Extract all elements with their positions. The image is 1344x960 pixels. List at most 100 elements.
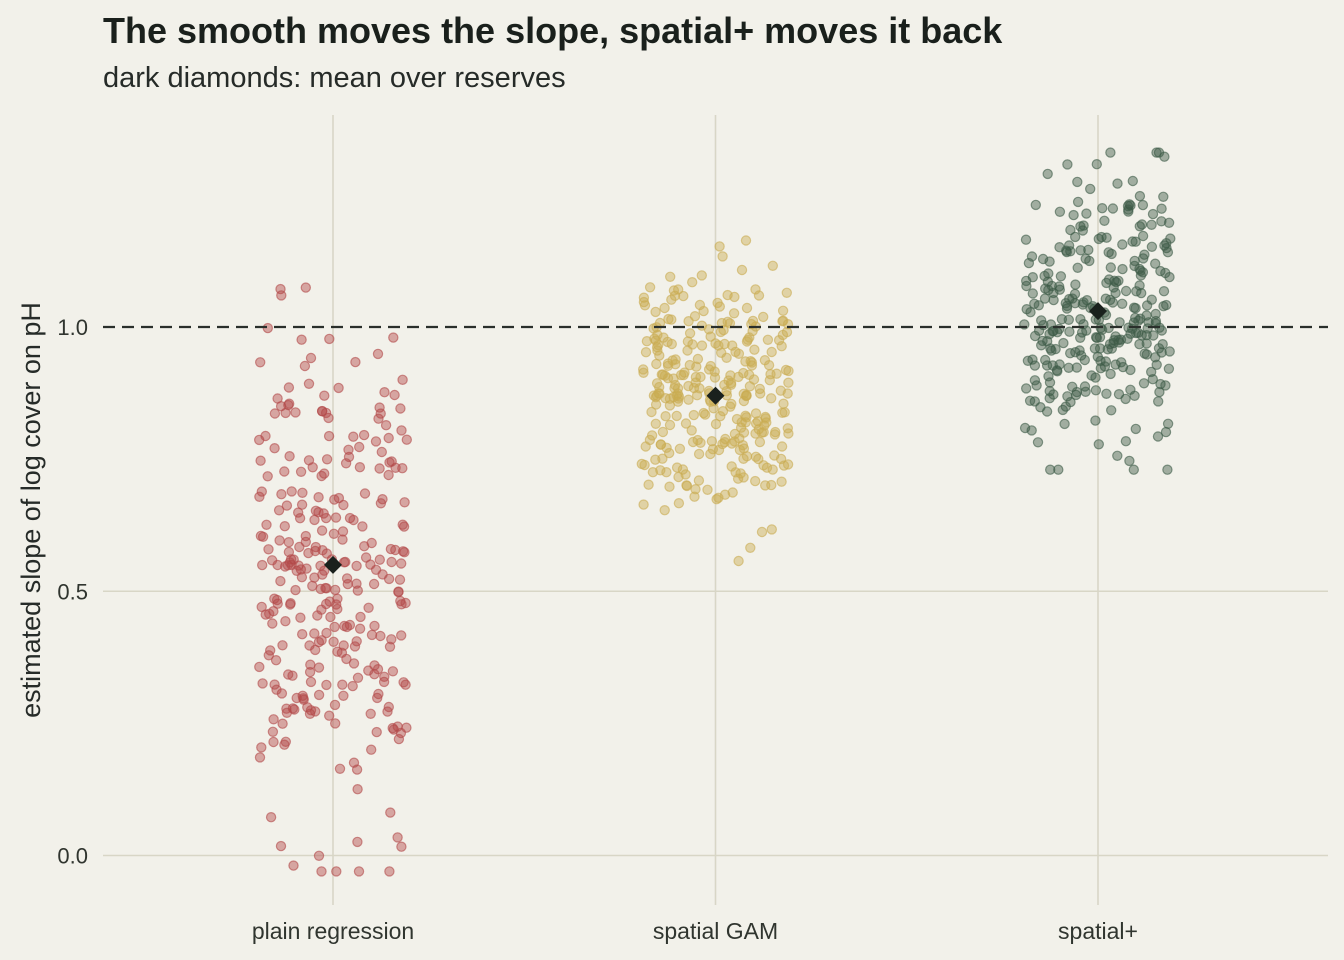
data-point — [710, 338, 721, 349]
data-point — [719, 338, 730, 350]
data-point — [396, 558, 407, 569]
data-point — [267, 618, 278, 629]
data-point — [1163, 363, 1175, 374]
data-point — [687, 277, 698, 288]
data-point — [1161, 237, 1172, 249]
data-point — [1081, 208, 1092, 219]
data-point — [1069, 231, 1081, 243]
data-point — [372, 692, 383, 704]
data-point — [355, 611, 366, 623]
data-point — [300, 530, 311, 542]
data-point — [1063, 362, 1074, 373]
data-point — [1134, 221, 1146, 232]
data-point — [711, 494, 722, 505]
data-point — [254, 752, 266, 763]
data-point — [730, 346, 741, 358]
data-point — [265, 812, 277, 823]
data-point — [299, 360, 311, 372]
data-point — [1058, 337, 1069, 349]
data-point — [1151, 359, 1162, 370]
data-point — [1129, 260, 1140, 272]
data-point — [323, 412, 334, 424]
data-point — [378, 676, 390, 688]
data-point — [714, 241, 725, 252]
data-point — [271, 684, 282, 695]
data-point — [713, 444, 725, 456]
data-point — [398, 677, 409, 688]
data-point — [399, 547, 410, 558]
data-point — [1128, 317, 1140, 328]
data-point — [1136, 330, 1147, 341]
data-point — [330, 584, 341, 596]
data-point — [389, 389, 400, 401]
data-point — [680, 418, 692, 429]
data-point — [324, 710, 335, 721]
data-point — [758, 460, 769, 471]
data-point — [397, 374, 408, 385]
data-point — [781, 326, 793, 338]
data-point — [664, 447, 675, 459]
data-point — [1095, 355, 1106, 367]
data-point — [1064, 348, 1076, 359]
data-point — [396, 841, 407, 852]
data-point — [726, 461, 737, 472]
data-point — [338, 499, 349, 511]
data-point — [338, 640, 349, 651]
data-point — [386, 556, 397, 568]
data-point — [650, 306, 661, 318]
data-point — [750, 284, 761, 295]
data-point — [330, 512, 342, 523]
data-point — [689, 311, 701, 322]
data-point — [363, 602, 374, 614]
data-point — [1044, 464, 1056, 475]
data-point — [702, 484, 713, 495]
x-category-label: spatial GAM — [653, 918, 778, 944]
data-point — [273, 505, 285, 516]
data-point — [343, 444, 354, 455]
mean-layer — [103, 302, 1328, 574]
data-point — [754, 436, 766, 448]
data-point — [255, 357, 266, 368]
data-point — [638, 364, 649, 375]
data-point — [396, 425, 407, 436]
data-point — [353, 866, 365, 877]
data-point — [682, 336, 694, 347]
data-point — [1048, 287, 1059, 299]
data-point — [280, 407, 291, 419]
chart-title: The smooth moves the slope, spatial+ mov… — [103, 10, 1003, 51]
data-point — [392, 721, 403, 732]
data-point — [741, 389, 752, 401]
data-point — [659, 302, 670, 314]
data-point — [313, 492, 324, 503]
data-point — [733, 555, 744, 567]
data-point — [706, 436, 718, 447]
data-point — [778, 398, 789, 409]
data-point — [760, 480, 771, 491]
data-point — [255, 455, 266, 466]
data-point — [397, 519, 408, 530]
data-point — [1149, 258, 1161, 269]
data-point — [1068, 209, 1079, 221]
data-point — [334, 763, 346, 775]
data-point — [1071, 386, 1083, 398]
data-point — [1159, 151, 1170, 162]
data-point — [277, 640, 288, 651]
data-point — [716, 347, 727, 358]
data-point — [1125, 384, 1136, 395]
data-point — [1107, 203, 1119, 214]
data-point — [319, 468, 330, 479]
data-point — [325, 611, 336, 623]
data-point — [377, 494, 388, 505]
data-point — [283, 382, 295, 393]
data-point — [638, 296, 650, 308]
data-point — [265, 645, 276, 656]
data-point — [678, 290, 689, 302]
data-point — [294, 541, 305, 553]
data-point — [280, 736, 291, 748]
data-point — [1075, 221, 1086, 232]
data-point — [1134, 339, 1145, 350]
data-point — [358, 429, 370, 441]
x-category-label: plain regression — [252, 918, 414, 944]
data-point — [1146, 241, 1158, 252]
